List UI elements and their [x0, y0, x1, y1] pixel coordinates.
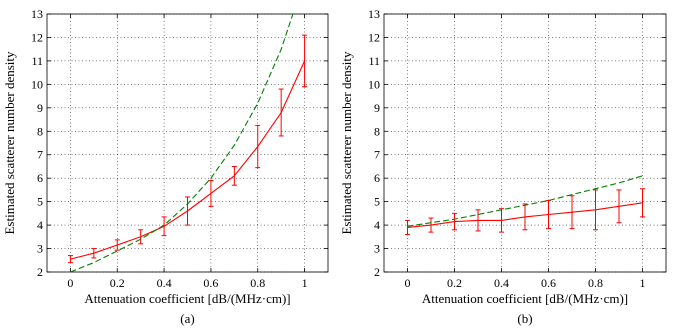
y-tick-label: 4: [374, 218, 380, 232]
error-bar: [138, 229, 144, 245]
y-tick-label: 11: [31, 54, 43, 68]
x-ticks-b: 0 0.2 0.4 0.6 0.8 1: [405, 14, 646, 290]
y-tick-label: 6: [37, 171, 43, 185]
panel-b: 0 0.2 0.4 0.6 0.8 1 2 3 4 5 6 7 8 9 10 11 12 13 Attenuat…: [339, 7, 667, 326]
x-tick-label: 0.8: [250, 276, 265, 290]
y-tick-label: 2: [374, 265, 380, 279]
y-tick-label: 10: [31, 77, 43, 91]
x-tick-label: 0.6: [203, 276, 218, 290]
error-bar: [302, 34, 308, 88]
y-tick-label: 12: [31, 30, 43, 44]
y-tick-label: 5: [37, 195, 43, 209]
error-bar: [114, 239, 120, 251]
y-tick-label: 13: [368, 7, 380, 21]
y-tick-label: 8: [374, 124, 380, 138]
y-tick-label: 12: [368, 30, 380, 44]
y-ticks-a: 2 3 4 5 6 7 8 9 10 11 12 13: [31, 7, 328, 279]
error-bar: [91, 248, 97, 259]
x-tick-label: 0: [405, 276, 411, 290]
x-tick-label: 0.2: [447, 276, 462, 290]
y-tick-label: 3: [374, 242, 380, 256]
y-tick-label: 9: [37, 101, 43, 115]
error-bar: [208, 180, 214, 207]
grid-b: [384, 13, 666, 273]
x-tick-label: 1: [640, 276, 646, 290]
y-tick-label: 2: [37, 265, 43, 279]
y-tick-label: 9: [374, 101, 380, 115]
x-axis-label-a: Attenuation coefficient [dB/(MHz·cm)]: [84, 291, 290, 306]
y-tick-label: 3: [37, 242, 43, 256]
x-tick-label: 0.4: [494, 276, 509, 290]
dashed-series-line: [70, 14, 294, 272]
x-tick-label: 0.6: [541, 276, 556, 290]
y-axis-label-b: Estimated scatterer number density: [339, 51, 354, 235]
x-tick-label: 0.8: [588, 276, 603, 290]
y-tick-label: 8: [37, 124, 43, 138]
error-bar: [499, 208, 504, 233]
grid-a: [47, 13, 328, 273]
panel-caption-a: (a): [180, 311, 194, 326]
x-axis-label-b: Attenuation coefficient [dB/(MHz·cm)]: [422, 291, 628, 306]
y-tick-label: 7: [37, 148, 43, 162]
error-bar: [640, 188, 645, 218]
plot-area-a: [46, 13, 329, 273]
y-tick-label: 7: [374, 148, 380, 162]
plot-area-b: [383, 13, 667, 273]
panel-a: 0 0.2 0.4 0.6 0.8 1 2 3 4 5 6 7 8 9 10 11 12 13 Attenuat…: [2, 7, 329, 326]
x-tick-label: 0.4: [157, 276, 172, 290]
panel-caption-b: (b): [517, 311, 532, 326]
y-ticks-b: 2 3 4 5 6 7 8 9 10 11 12 13: [368, 7, 666, 279]
y-axis-label-a: Estimated scatterer number density: [2, 51, 17, 235]
error-bar: [405, 219, 410, 235]
error-bar: [569, 195, 575, 230]
error-bar: [185, 196, 190, 226]
marks-b: [405, 175, 645, 235]
error-bar: [231, 165, 237, 186]
marks-a: [67, 14, 308, 272]
y-tick-label: 4: [37, 218, 43, 232]
error-bar: [161, 216, 167, 237]
solid-series-line: [70, 60, 306, 260]
y-tick-label: 6: [374, 171, 380, 185]
error-bar: [475, 209, 481, 232]
y-tick-label: 11: [368, 54, 380, 68]
error-bar: [428, 217, 434, 233]
x-ticks-a: 0 0.2 0.4 0.6 0.8 1: [67, 14, 308, 290]
error-bar: [67, 255, 73, 264]
x-tick-label: 0.2: [110, 276, 125, 290]
error-bar: [593, 189, 598, 231]
error-bar: [616, 189, 622, 224]
error-bar: [452, 212, 457, 231]
y-tick-label: 13: [31, 7, 43, 21]
y-tick-label: 10: [368, 77, 380, 91]
x-tick-label: 1: [302, 276, 308, 290]
error-bar: [522, 203, 528, 231]
y-tick-label: 5: [374, 195, 380, 209]
dashed-series-line: [407, 175, 643, 227]
error-bar: [255, 124, 261, 169]
x-tick-label: 0: [67, 276, 73, 290]
error-bar: [278, 88, 284, 137]
